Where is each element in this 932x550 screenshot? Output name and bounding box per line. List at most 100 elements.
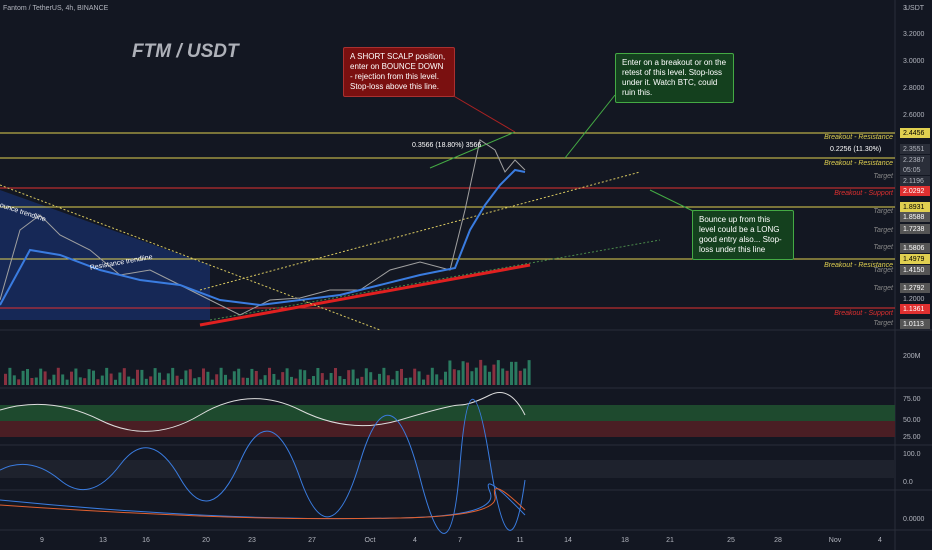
volume-bar	[444, 371, 447, 385]
volume-bar	[325, 379, 329, 385]
volume-bar	[131, 378, 135, 385]
indicator-label: 100.0	[903, 451, 921, 458]
volume-bar	[39, 368, 43, 385]
volume-bar	[122, 368, 126, 385]
volume-bar	[373, 379, 377, 385]
level-label: Target	[873, 208, 894, 215]
volume-bar	[474, 367, 478, 385]
price-tag	[900, 304, 930, 314]
volume-bar	[8, 367, 12, 385]
volume-bar	[105, 367, 109, 385]
level-label: Target	[873, 227, 894, 234]
volume-bar	[395, 370, 399, 385]
price-tag	[900, 212, 930, 222]
price-tag	[900, 165, 930, 175]
price-label: 2.4456	[903, 130, 925, 137]
volume-bar	[312, 376, 315, 385]
volume-bar	[197, 377, 201, 385]
volume-bar	[184, 370, 188, 385]
price-label: 1.4150	[903, 267, 925, 274]
volume-bar	[241, 377, 245, 385]
time-label: 27	[308, 537, 316, 544]
trendlines	[0, 87, 696, 331]
volume-bar	[417, 371, 421, 385]
price-label: 1.8588	[903, 214, 925, 221]
time-label: 11	[516, 537, 523, 544]
price-tag	[900, 265, 930, 275]
volume-bar	[52, 374, 56, 385]
volume-bar	[430, 367, 434, 385]
price-label: 3	[903, 5, 907, 12]
volume-bar	[391, 379, 395, 385]
time-label: 14	[564, 537, 572, 544]
volume-bar	[136, 369, 139, 385]
indicator-label: 0.0	[903, 479, 913, 486]
volume-bar	[87, 369, 91, 385]
volume-bar	[109, 373, 113, 385]
time-label: 16	[142, 537, 150, 544]
volume-bar	[479, 359, 483, 385]
price-tag	[900, 319, 930, 329]
stoch-band	[0, 460, 895, 478]
level-label: Breakout - Resistance	[824, 134, 893, 141]
level-label: Target	[873, 267, 894, 274]
volume-bar	[364, 368, 368, 385]
volume-bar	[382, 367, 386, 385]
volume-bar	[496, 360, 500, 385]
volume-bar	[285, 368, 289, 385]
volume-bar	[342, 378, 346, 385]
volume-bar	[12, 375, 16, 385]
volume-bar	[215, 374, 219, 385]
volume-bar	[263, 375, 267, 385]
time-label: 23	[248, 537, 256, 544]
volume-bar	[4, 373, 7, 385]
time-label: Nov	[829, 537, 842, 544]
volume-bar	[180, 379, 183, 385]
volume-bar	[404, 377, 408, 385]
volume-bar	[488, 371, 491, 385]
volume-bar	[74, 368, 78, 385]
price-label: 2.1196	[903, 178, 924, 185]
volume-bar	[48, 379, 51, 385]
level-label: Breakout - Resistance	[824, 160, 893, 167]
indicator-label: 25.00	[903, 434, 921, 441]
volume-bar	[259, 379, 263, 385]
volume-bar	[356, 378, 359, 385]
price-tag	[900, 176, 930, 186]
volume-bar	[100, 375, 104, 385]
price-tag	[900, 243, 930, 253]
time-label: 18	[621, 537, 629, 544]
price-label: 1.1361	[903, 306, 925, 313]
volume-bar	[523, 368, 527, 385]
volume-bar	[118, 372, 122, 385]
volume-bar	[34, 377, 38, 385]
volume-bar	[237, 368, 241, 385]
volume-bar	[492, 364, 496, 385]
time-label: 4	[413, 537, 417, 544]
volume-bar	[514, 361, 518, 385]
volume-bar	[224, 374, 227, 385]
volume-bar	[303, 370, 307, 385]
price-tag	[900, 155, 930, 165]
level-label: Target	[873, 285, 894, 292]
indicator-label: 200M	[903, 353, 921, 360]
volume-bar	[193, 378, 197, 385]
breakout-note: Enter on a breakout or on the retest of …	[615, 53, 734, 103]
price-label: 1.5806	[903, 245, 925, 252]
time-label: 13	[99, 537, 107, 544]
volume-bar	[290, 376, 293, 385]
volume-bar	[228, 379, 232, 385]
price-label: 2.0292	[903, 188, 925, 195]
volume-bar	[439, 379, 443, 385]
price-label: 3.2000	[903, 31, 925, 38]
volume-bar	[294, 378, 298, 385]
volume-bar	[400, 368, 403, 385]
volume-bar	[307, 379, 311, 385]
level-label: Target	[873, 244, 894, 251]
price	[0, 139, 526, 316]
volume-bar	[144, 378, 148, 385]
volume-bar	[171, 367, 175, 385]
volume-bar	[70, 371, 73, 385]
volume-bar	[153, 368, 157, 385]
